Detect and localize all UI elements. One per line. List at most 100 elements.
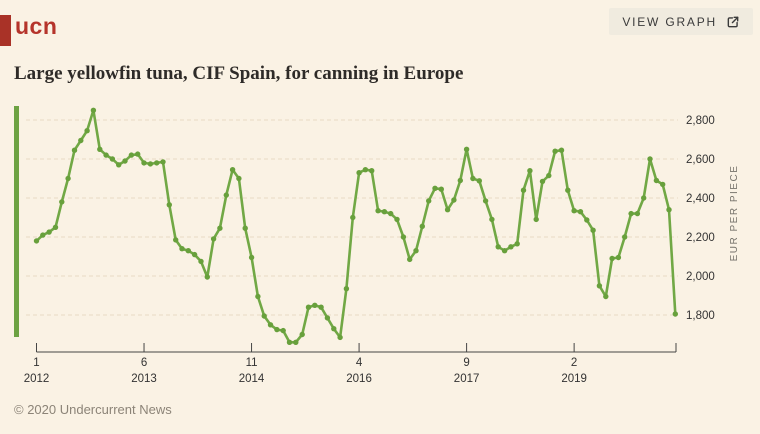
chart-point	[103, 152, 109, 158]
x-tick-year-label: 2014	[239, 373, 265, 385]
chart-point	[444, 207, 451, 213]
chart-point	[495, 244, 501, 250]
chart-point	[97, 146, 103, 152]
x-tick-month-label: 4	[356, 357, 363, 369]
logo-red-bar	[0, 15, 11, 46]
chart-point	[369, 168, 375, 174]
chart-point	[362, 167, 369, 173]
x-tick-year-label: 2017	[454, 373, 480, 385]
chart-point	[191, 251, 198, 258]
chart-point	[59, 199, 65, 205]
view-graph-button[interactable]: VIEW GRAPH	[609, 8, 753, 35]
chart-point	[116, 162, 122, 168]
ucn-logo[interactable]: ucn	[15, 13, 58, 39]
x-tick-year-label: 2013	[131, 373, 157, 385]
chart-point	[154, 160, 160, 166]
chart-point	[109, 156, 116, 162]
chart-point	[508, 244, 514, 250]
chart-point	[52, 224, 59, 230]
external-link-icon	[726, 15, 740, 29]
chart-point	[280, 327, 286, 334]
x-tick-year-label: 2012	[24, 373, 50, 385]
chart-point	[33, 238, 40, 244]
chart-point	[558, 147, 565, 153]
chart-point	[552, 148, 558, 154]
chart-point	[388, 210, 394, 217]
chart-point	[255, 293, 261, 300]
chart-point	[46, 229, 52, 235]
chart-points	[33, 107, 678, 345]
chart-point	[565, 187, 571, 193]
chart-point	[90, 107, 97, 113]
chart-point	[305, 304, 312, 310]
x-tick-year-label: 2019	[561, 373, 587, 385]
y-tick-label: 2,600	[686, 154, 715, 166]
chart-point	[350, 214, 356, 221]
chart-point	[476, 178, 482, 184]
y-tick-label: 1,800	[686, 310, 715, 322]
chart-point	[501, 248, 508, 254]
page-title: Large yellowfin tuna, CIF Spain, for can…	[14, 63, 464, 84]
chart-point	[660, 181, 666, 188]
view-graph-label: VIEW GRAPH	[622, 14, 717, 29]
chart-point	[135, 151, 141, 157]
chart-point	[400, 234, 407, 240]
chart-point	[337, 334, 343, 341]
chart-point	[356, 170, 362, 176]
y-axis-unit-label: EUR PER PIECE	[729, 165, 740, 262]
chart-point	[647, 156, 653, 162]
chart-point	[590, 227, 596, 233]
chart-point	[603, 293, 609, 300]
y-tick-label: 2,800	[686, 115, 715, 127]
chart-point	[653, 177, 660, 184]
chart-point	[210, 236, 217, 242]
x-tick-month-label: 9	[463, 357, 469, 369]
chart-point	[331, 326, 337, 332]
chart-point	[293, 339, 299, 345]
chart-point	[229, 167, 236, 173]
chart-line	[35, 108, 677, 344]
chart-point	[204, 274, 210, 280]
chart-point	[438, 186, 444, 192]
chart-point	[394, 216, 400, 223]
chart-point	[267, 322, 274, 328]
chart-point	[419, 223, 425, 229]
chart-point	[596, 283, 603, 289]
chart-point	[179, 246, 185, 252]
chart-point	[628, 210, 634, 217]
chart-point	[173, 237, 179, 243]
chart-point	[482, 198, 489, 204]
chart-point	[577, 209, 584, 215]
chart-point	[343, 286, 350, 292]
chart-point	[84, 128, 90, 134]
chart-point	[286, 339, 293, 345]
chart-point	[122, 158, 128, 164]
x-tick-month-label: 6	[141, 357, 147, 369]
chart-point	[223, 192, 229, 198]
chart-point	[666, 207, 672, 213]
chart-point	[128, 152, 135, 158]
chart-point	[672, 311, 678, 317]
chart-point	[65, 175, 71, 182]
chart-point	[470, 175, 476, 182]
chart-point	[40, 232, 46, 238]
chart-point	[185, 248, 191, 254]
chart-point	[489, 216, 495, 223]
chart-point	[198, 258, 204, 265]
y-axis-labels: 2,800 2,600 2,400 2,200 2,000 1,800	[686, 115, 715, 322]
chart-point	[261, 313, 267, 319]
chart-point	[217, 225, 223, 231]
chart-point	[381, 209, 388, 215]
chart-point	[622, 234, 628, 240]
y-tick-label: 2,000	[686, 271, 715, 283]
chart-point	[375, 208, 381, 214]
chart-point	[160, 159, 166, 165]
chart-point	[141, 160, 147, 166]
y-tick-label: 2,400	[686, 193, 715, 205]
chart-svg: EUR PER PIECE 2,800 2,600 2,400 2,200 2,000 1…	[24, 107, 740, 385]
chart-point	[539, 178, 546, 185]
x-axis: 1 2012 6 2013 11 2014 4 2016 9 2017 2 2019	[24, 343, 677, 385]
chart-point	[248, 254, 255, 261]
chart-point	[166, 202, 172, 208]
chart-point	[514, 241, 520, 247]
